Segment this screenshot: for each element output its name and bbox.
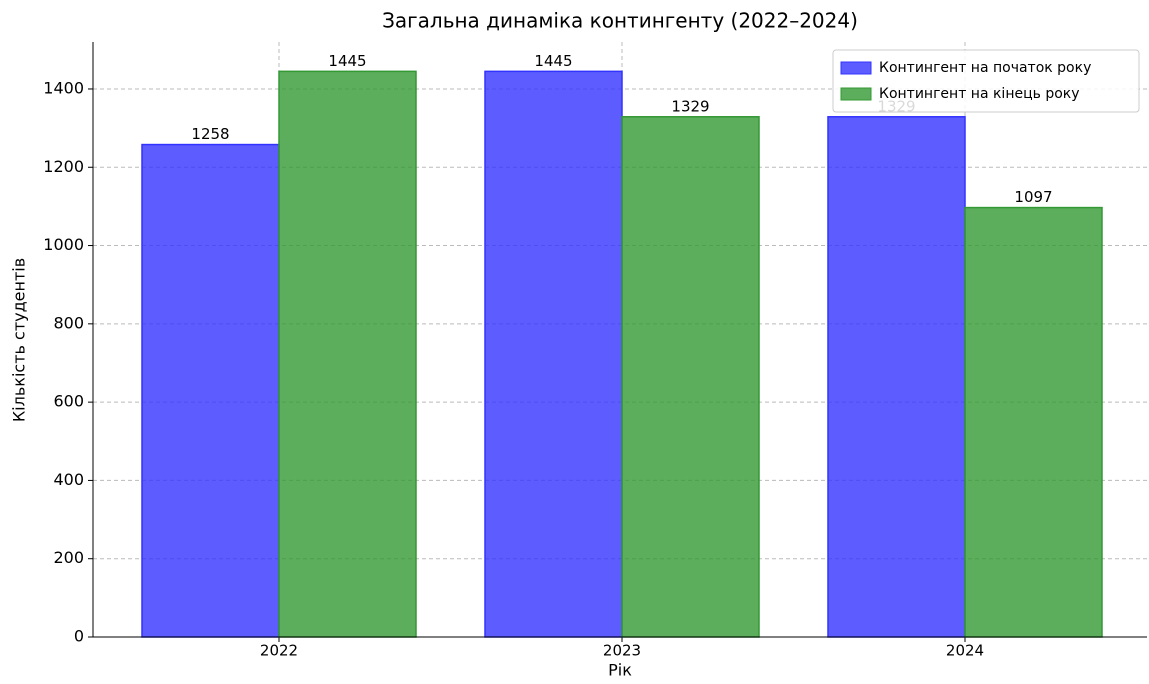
legend: Контингент на початок року Контингент на … xyxy=(832,49,1140,113)
x-axis-label: Рік xyxy=(608,661,632,680)
y-tick-label: 1200 xyxy=(43,157,84,176)
legend-label: Контингент на початок року xyxy=(879,60,1091,76)
chart-title: Загальна динаміка контингенту (2022–2024… xyxy=(382,9,858,33)
legend-swatch xyxy=(840,61,872,75)
y-tick-label: 1400 xyxy=(43,78,84,97)
y-axis-label: Кількість студентів xyxy=(10,258,29,422)
data-label: 1329 xyxy=(671,97,709,115)
bar xyxy=(278,70,417,638)
bar xyxy=(484,70,623,638)
y-tick-label: 0 xyxy=(74,627,84,646)
x-tick-label: 2022 xyxy=(260,642,298,660)
y-tick-label: 200 xyxy=(53,548,84,567)
bar xyxy=(827,116,966,638)
bar xyxy=(141,143,280,638)
data-label: 1445 xyxy=(534,52,572,70)
y-tick-label: 1000 xyxy=(43,235,84,254)
x-tick-label: 2024 xyxy=(946,642,984,660)
bar xyxy=(964,206,1103,638)
legend-swatch xyxy=(840,87,872,101)
bar xyxy=(621,116,760,638)
y-tick-label: 600 xyxy=(53,392,84,411)
x-tick-label: 2023 xyxy=(603,642,641,660)
legend-box xyxy=(832,49,1140,113)
data-label: 1258 xyxy=(191,125,229,143)
data-label: 1097 xyxy=(1014,188,1052,206)
y-tick-label: 800 xyxy=(53,313,84,332)
legend-label: Контингент на кінець року xyxy=(879,86,1080,102)
y-tick-label: 400 xyxy=(53,470,84,489)
data-label: 1445 xyxy=(328,52,366,70)
